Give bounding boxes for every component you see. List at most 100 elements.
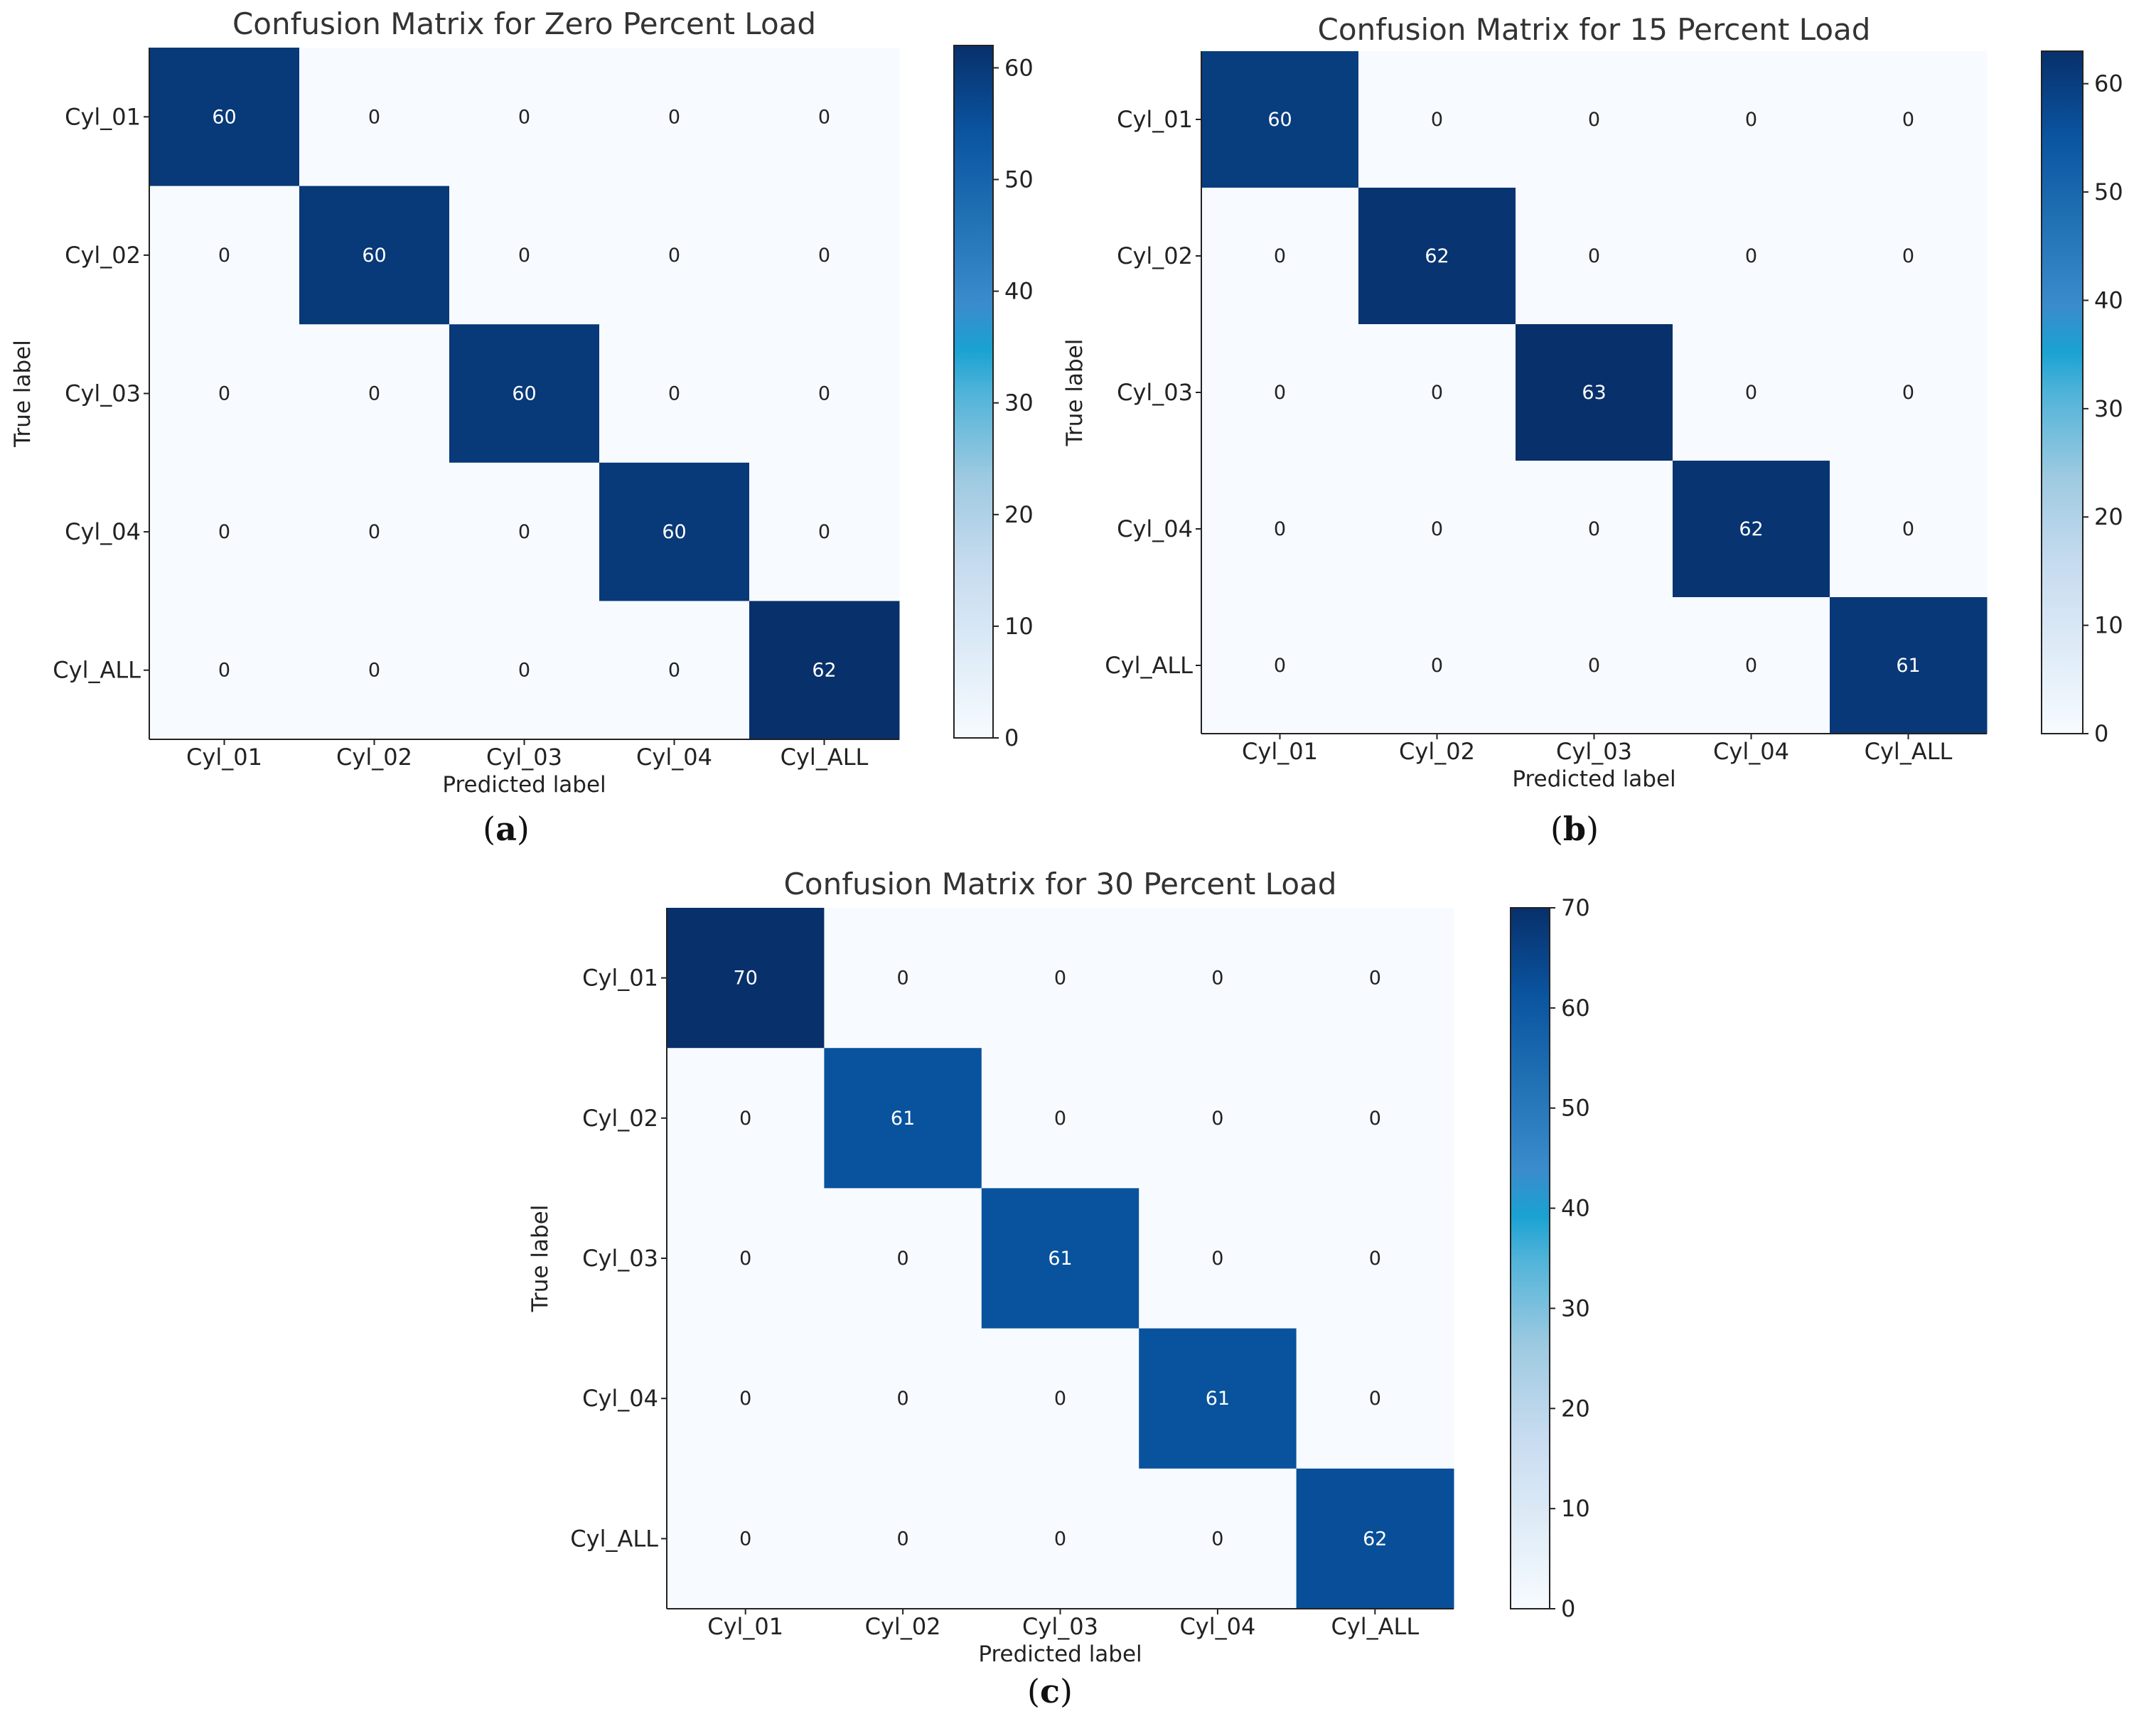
- cell-value-label: 0: [818, 106, 830, 128]
- cell-value-label: 0: [1369, 1108, 1381, 1130]
- colorbar-tick-label: 50: [1561, 1095, 1590, 1122]
- matrix-cell: [981, 908, 1139, 1049]
- cell-value-label: 0: [368, 521, 380, 543]
- cell-value-label: 0: [1902, 245, 1914, 267]
- matrix-cell: [981, 1188, 1139, 1329]
- colorbar-tick-label: 70: [1561, 894, 1590, 921]
- matrix-cell: [667, 1468, 825, 1609]
- confusion-matrix-panel-b: 60 0 0 0 0 0 62 0 0 0 0 0 63 0 0 0 0 0 62 0 0 0 0 0 61 Cyl_01 Cyl_…: [1062, 12, 2123, 848]
- y-tick-label: Cyl_04: [1117, 515, 1193, 542]
- cell-value-label: 0: [1745, 109, 1757, 131]
- matrix-cell: [1358, 51, 1516, 188]
- cell-value-label: 0: [1211, 1528, 1223, 1550]
- cell-value-label: 0: [818, 245, 830, 267]
- matrix-cell: [1201, 324, 1359, 461]
- y-tick-label: Cyl_01: [582, 965, 658, 992]
- matrix-cell: [749, 324, 900, 464]
- cell-value-label: 0: [1274, 655, 1286, 677]
- x-tick-label: Cyl_03: [1556, 738, 1632, 765]
- matrix-cell: [599, 186, 750, 325]
- matrix-cell: [749, 601, 900, 740]
- matrix-cell: [1673, 597, 1830, 734]
- matrix-cell: [1830, 324, 1988, 461]
- x-tick-label: Cyl_ALL: [1331, 1613, 1419, 1640]
- cell-value-label: 0: [1369, 1388, 1381, 1410]
- matrix-cell: [667, 908, 825, 1049]
- cell-value-label: 0: [1369, 1248, 1381, 1270]
- matrix-cell: [449, 324, 600, 464]
- cell-value-label: 0: [518, 660, 530, 682]
- matrix-cell: [299, 48, 450, 187]
- matrix-cell: [299, 324, 450, 464]
- cell-value-label: 60: [512, 383, 536, 405]
- colorbar-tick-label: 10: [2094, 612, 2123, 639]
- x-tick-label: Cyl_02: [865, 1613, 941, 1640]
- colorbar-tick-label: 10: [1004, 613, 1034, 640]
- matrix-cell: [1201, 597, 1359, 734]
- cell-value-label: 0: [668, 660, 680, 682]
- cell-value-label: 0: [1745, 245, 1757, 267]
- matrix-cell: [1516, 324, 1673, 461]
- matrix-cell: [1516, 51, 1673, 188]
- cell-value-label: 0: [668, 383, 680, 405]
- colorbar-tick-label: 60: [1561, 995, 1590, 1022]
- cell-value-label: 0: [897, 968, 909, 990]
- matrix-cell: [1139, 1188, 1297, 1329]
- colorbar-tick-label: 0: [1004, 724, 1019, 751]
- cell-value-label: 0: [518, 521, 530, 543]
- chart-title: Confusion Matrix for 30 Percent Load: [784, 867, 1337, 901]
- x-tick-label: Cyl_03: [1022, 1613, 1098, 1640]
- matrix-cell: [149, 48, 300, 187]
- matrix-cell: [667, 1048, 825, 1189]
- x-axis-label: Predicted label: [442, 772, 606, 798]
- y-tick-label: Cyl_ALL: [570, 1525, 658, 1552]
- x-tick-label: Cyl_01: [707, 1613, 783, 1640]
- matrix-cell: [1139, 1468, 1297, 1609]
- cell-value-label: 60: [362, 245, 386, 267]
- cell-value-label: 63: [1582, 382, 1606, 404]
- matrix-cell: [149, 601, 300, 740]
- y-axis-label: True label: [1062, 339, 1088, 447]
- x-tick-label: Cyl_02: [1399, 738, 1475, 765]
- matrix-cell: [299, 462, 450, 601]
- cell-value-label: 0: [1431, 518, 1443, 540]
- matrix-cell: [449, 601, 600, 740]
- matrix-cell: [1358, 461, 1516, 598]
- matrix-cell: [1673, 324, 1830, 461]
- colorbar-tick-label: 50: [2094, 178, 2123, 205]
- matrix-cell: [981, 1468, 1139, 1609]
- y-tick-label: Cyl_03: [582, 1245, 658, 1272]
- cell-value-label: 0: [739, 1108, 751, 1130]
- cell-value-label: 0: [218, 660, 230, 682]
- matrix-cell: [1673, 188, 1830, 325]
- matrix-cell: [749, 48, 900, 187]
- matrix-cell: [824, 1048, 982, 1189]
- cell-value-label: 0: [897, 1388, 909, 1410]
- cell-value-label: 60: [1267, 109, 1292, 131]
- y-tick-label: Cyl_04: [582, 1385, 658, 1412]
- panel-label: (a): [483, 810, 530, 848]
- cell-value-label: 62: [1739, 518, 1763, 540]
- cell-value-label: 0: [739, 1248, 751, 1270]
- matrix-cell: [1516, 597, 1673, 734]
- cell-value-label: 0: [368, 106, 380, 128]
- cell-value-label: 0: [1274, 245, 1286, 267]
- matrix-cell: [981, 1328, 1139, 1469]
- x-tick-label: Cyl_03: [486, 744, 562, 771]
- y-axis-label: True label: [10, 340, 36, 448]
- y-tick-label: Cyl_03: [65, 380, 141, 407]
- cell-value-label: 61: [1896, 655, 1920, 677]
- x-tick-label: Cyl_04: [1179, 1613, 1255, 1640]
- matrix-cell: [1296, 908, 1454, 1049]
- matrix-cell: [149, 324, 300, 464]
- cell-value-label: 61: [1048, 1248, 1072, 1270]
- cell-value-label: 62: [1363, 1528, 1387, 1550]
- matrix-cell: [824, 908, 982, 1049]
- matrix-cell: [1201, 188, 1359, 325]
- cell-value-label: 0: [818, 521, 830, 543]
- y-tick-label: Cyl_ALL: [53, 657, 141, 684]
- matrix-cell: [667, 1188, 825, 1329]
- cell-value-label: 0: [218, 521, 230, 543]
- cell-value-label: 0: [1274, 518, 1286, 540]
- confusion-matrix-panel-a: 60 0 0 0 0 0 60 0 0 0 0 0 60 0 0 0 0 0 60 0 0 0 0 0 62 Cyl_01 Cyl_…: [10, 6, 1034, 848]
